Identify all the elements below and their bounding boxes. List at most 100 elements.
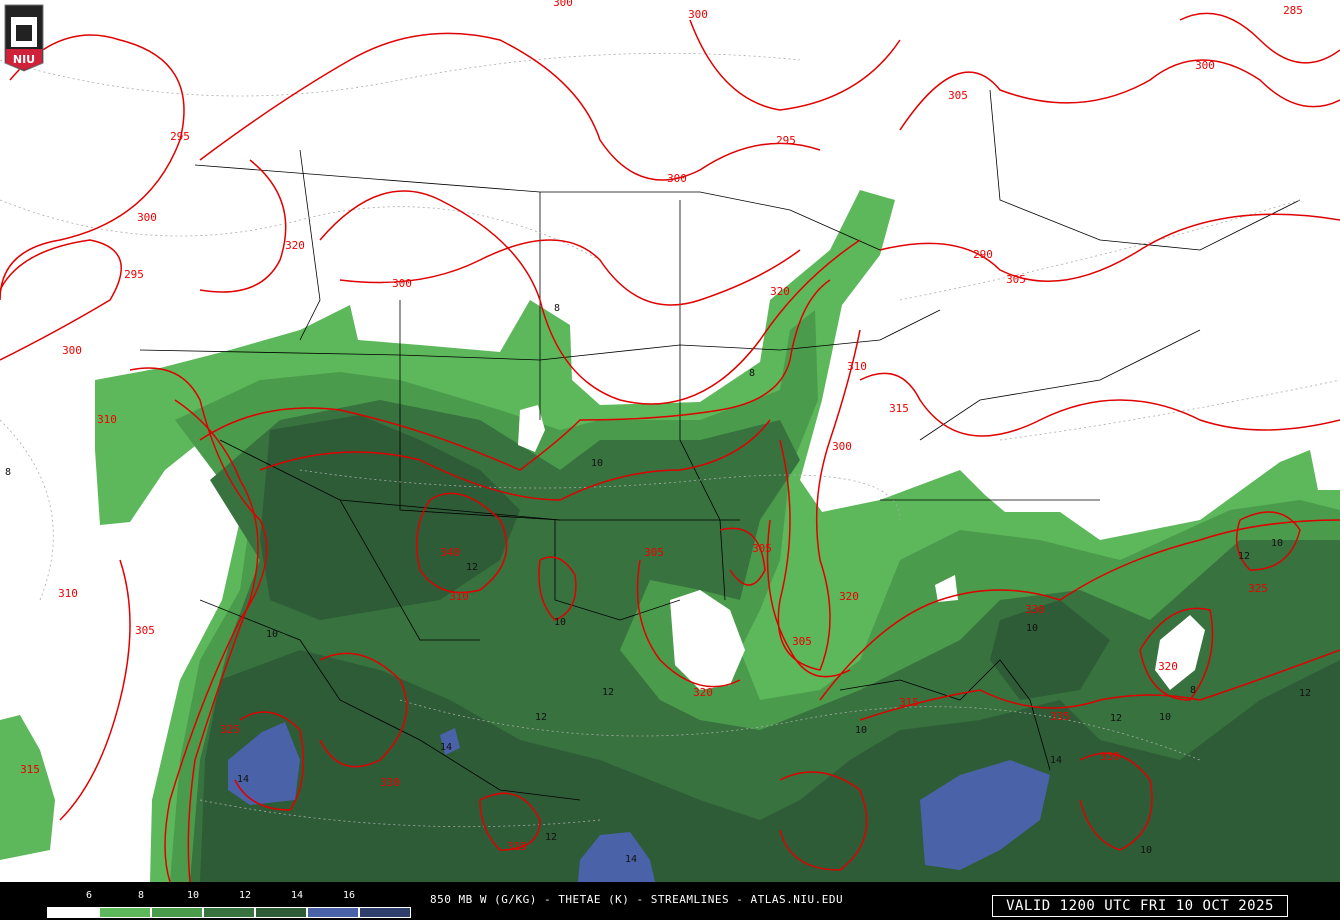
thetae-label: 310 [449, 590, 469, 603]
thetae-contour [415, 492, 508, 594]
moisture-16-region-4 [920, 760, 1050, 870]
thetae-contour [234, 711, 305, 811]
mixing-ratio-label: 12 [1238, 551, 1250, 562]
thetae-label: 325 [1248, 582, 1268, 595]
thetae-contour [1079, 752, 1153, 851]
thetae-label: 305 [792, 635, 812, 648]
thetae-contour [319, 190, 861, 405]
thetae-contour [59, 559, 131, 821]
mixing-ratio-label: 8 [5, 467, 11, 478]
thetae-contour [859, 372, 1340, 437]
thetae-label: 295 [170, 130, 190, 143]
mixing-ratio-label: 12 [545, 832, 557, 843]
moisture-16-region-3 [578, 832, 655, 882]
thetae-label: 310 [97, 413, 117, 426]
legend-tick: 12 [238, 890, 252, 901]
thetae-label: 320 [839, 590, 859, 603]
thetae-contour [174, 399, 259, 882]
thetae-label: 320 [770, 285, 790, 298]
thetae-contour [1139, 607, 1214, 701]
product-title: 850 MB W (G/KG) - THETAE (K) - STREAMLIN… [430, 893, 844, 906]
dry-hole-atlantic [1155, 615, 1205, 690]
svg-text:NIU: NIU [13, 53, 35, 66]
thetae-contour [689, 19, 901, 111]
legend-tick: 6 [85, 890, 93, 901]
thetae-label: 305 [135, 624, 155, 637]
mixing-ratio-label: 10 [266, 629, 278, 640]
thetae-label: 300 [62, 344, 82, 357]
thetae-label: 305 [1006, 273, 1026, 286]
legend-swatch [359, 907, 411, 918]
thetae-label: 325 [220, 723, 240, 736]
mixing-ratio-label: 8 [749, 368, 755, 379]
dry-hole-alabama [935, 575, 958, 602]
mixing-ratio-label: 12 [466, 562, 478, 573]
moisture-16-region-2 [440, 728, 460, 755]
legend-swatch [151, 907, 203, 918]
mixing-ratio-label: 14 [625, 854, 637, 865]
thetae-label: 320 [285, 239, 305, 252]
mixing-ratio-label: 10 [1271, 538, 1283, 549]
mixing-ratio-fill [0, 190, 1340, 882]
mixing-ratio-label: 10 [1026, 623, 1038, 634]
mixing-ratio-label: 10 [855, 725, 867, 736]
thetae-contour [879, 213, 1340, 282]
thetae-contour [0, 34, 185, 301]
mixing-ratio-label: 8 [554, 303, 560, 314]
thetae-label: 300 [553, 0, 573, 9]
legend-swatch [255, 907, 307, 918]
thetae-contour [0, 239, 122, 361]
thetae-label: 335 [1050, 710, 1070, 723]
mixing-ratio-label: 10 [1159, 712, 1171, 723]
thetae-label: 320 [1158, 660, 1178, 673]
thetae-label: 300 [137, 211, 157, 224]
mixing-ratio-label: 10 [1140, 845, 1152, 856]
thetae-label: 300 [392, 277, 412, 290]
legend-swatch [47, 907, 99, 918]
mixing-ratio-label: 12 [1110, 713, 1122, 724]
dry-hole-kansas [518, 405, 545, 452]
thetae-contour [1235, 511, 1301, 571]
legend-tick: 10 [186, 890, 200, 901]
thetae-label: 300 [667, 172, 687, 185]
thetae-label: 315 [507, 840, 527, 853]
moisture-14-region [260, 415, 520, 620]
thetae-label: 305 [752, 542, 772, 555]
thetae-contours [0, 12, 1340, 882]
thetae-label: 315 [20, 763, 40, 776]
moisture-16-region [228, 722, 300, 805]
thetae-label: 300 [832, 440, 852, 453]
valid-time: VALID 1200 UTC FRI 10 OCT 2025 [992, 895, 1288, 917]
mixing-ratio-label: 14 [1050, 755, 1062, 766]
legend-swatch [99, 907, 151, 918]
weather-map: 300 300 295 300 285 300 305 295 300 295 290 305 320 3… [0, 0, 1340, 882]
thetae-label: 330 [380, 776, 400, 789]
political-borders [139, 89, 1301, 801]
thetae-contour [777, 329, 861, 671]
moisture-8-region-west [0, 715, 55, 860]
dry-hole-texas [670, 590, 745, 690]
thetae-contour [319, 652, 408, 768]
streamlines [0, 52, 1340, 828]
thetae-contour [766, 519, 851, 678]
thetae-label: 315 [889, 402, 909, 415]
mixing-ratio-label: 14 [237, 774, 249, 785]
thetae-contour [199, 279, 831, 471]
thetae-label: 300 [1195, 59, 1215, 72]
thetae-contour [779, 771, 868, 871]
thetae-contour [899, 59, 1340, 131]
moisture-14-region-gulf [990, 600, 1110, 700]
thetae-label: 330 [1025, 603, 1045, 616]
thetae-label: 305 [644, 546, 664, 559]
thetae-contour [339, 239, 801, 306]
legend-tick: 14 [290, 890, 304, 901]
thetae-label: 305 [948, 89, 968, 102]
thetae-contour [819, 519, 1340, 701]
mixing-ratio-label: 8 [1190, 685, 1196, 696]
mixing-ratio-label: 12 [602, 687, 614, 698]
thetae-contour [719, 527, 766, 586]
thetae-label: 315 [899, 696, 919, 709]
thetae-label: 285 [1283, 4, 1303, 17]
niu-logo: NIU [3, 3, 45, 73]
thetae-label: 310 [847, 360, 867, 373]
